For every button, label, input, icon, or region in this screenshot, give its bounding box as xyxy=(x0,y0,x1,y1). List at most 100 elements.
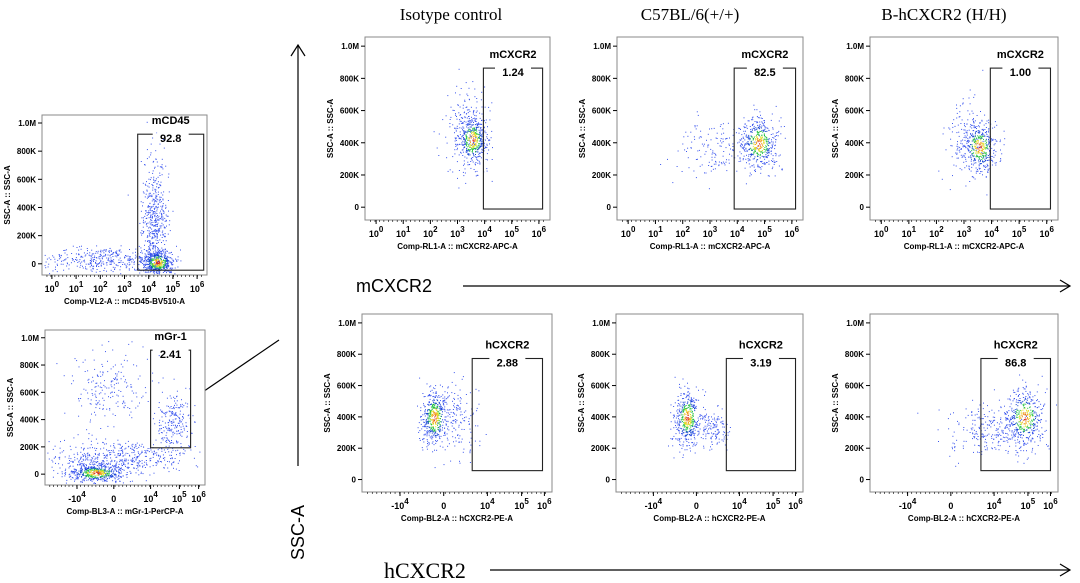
event-dot xyxy=(758,125,760,127)
event-dot xyxy=(471,148,472,150)
event-dot xyxy=(722,155,724,157)
event-dot xyxy=(86,470,88,471)
event-dot xyxy=(110,384,112,386)
event-dot xyxy=(779,154,781,156)
event-dot xyxy=(99,467,100,469)
event-dot xyxy=(738,132,740,134)
event-dot xyxy=(480,130,482,132)
event-dot xyxy=(774,144,776,146)
event-dot xyxy=(100,382,102,384)
event-dot xyxy=(117,454,119,456)
x-tick-label: 102 xyxy=(93,280,108,294)
event-dot xyxy=(164,254,166,256)
event-dot xyxy=(157,449,159,451)
event-dot xyxy=(145,256,147,258)
event-dot xyxy=(94,476,96,478)
event-dot xyxy=(106,471,108,473)
event-dot xyxy=(159,175,161,176)
event-dot xyxy=(103,270,105,271)
event-dot xyxy=(144,196,146,198)
gate-label-bg xyxy=(152,349,189,354)
event-dot xyxy=(157,265,159,267)
event-dot xyxy=(155,220,157,222)
event-dot xyxy=(101,475,103,477)
event-dot xyxy=(969,145,971,147)
event-dot xyxy=(84,459,86,461)
event-dot xyxy=(768,148,770,150)
event-dot xyxy=(169,410,171,412)
event-dot xyxy=(975,170,977,172)
event-dot xyxy=(753,148,755,150)
event-dot xyxy=(169,442,171,444)
event-dot xyxy=(754,109,756,111)
event-dot xyxy=(756,143,758,145)
event-dot xyxy=(148,171,150,173)
event-dot xyxy=(93,261,94,262)
event-dot xyxy=(122,475,124,477)
event-dot xyxy=(456,85,458,87)
event-dot xyxy=(97,385,99,387)
event-dot xyxy=(112,256,114,257)
event-dot xyxy=(161,222,163,224)
event-dot xyxy=(167,261,169,263)
event-dot xyxy=(153,201,155,203)
event-dot xyxy=(993,144,995,146)
event-dot xyxy=(99,465,101,466)
event-dot xyxy=(473,169,475,170)
event-dot xyxy=(770,151,772,152)
event-dot xyxy=(102,256,104,258)
event-dot xyxy=(149,267,151,269)
event-dot xyxy=(983,166,985,168)
event-dot xyxy=(155,258,157,260)
event-dot xyxy=(116,461,118,463)
event-dot xyxy=(148,186,150,188)
event-dot xyxy=(74,479,76,481)
event-dot xyxy=(112,349,114,351)
event-dot xyxy=(92,394,94,396)
event-dot xyxy=(97,252,99,254)
event-dot xyxy=(178,470,180,471)
event-dot xyxy=(107,470,109,472)
event-dot xyxy=(185,387,187,389)
event-dot xyxy=(106,463,108,464)
event-dot xyxy=(472,129,474,131)
event-dot xyxy=(473,122,474,123)
event-dot xyxy=(765,150,767,152)
event-dot xyxy=(486,134,488,135)
event-dot xyxy=(153,268,154,270)
event-dot xyxy=(475,151,476,153)
event-dot xyxy=(103,263,105,265)
x-axis-label: Comp-BL3-A :: mGr-1-PerCP-A xyxy=(66,507,183,516)
event-dot xyxy=(452,109,454,111)
event-dot xyxy=(971,166,973,168)
event-dot xyxy=(171,440,172,441)
event-dot xyxy=(964,126,966,128)
event-dot xyxy=(767,138,769,140)
event-dot xyxy=(174,273,176,275)
event-dot xyxy=(177,462,179,464)
event-dot xyxy=(160,409,162,411)
event-dot xyxy=(172,210,174,212)
event-dot xyxy=(146,264,148,266)
event-dot xyxy=(469,147,471,148)
event-dot xyxy=(489,119,491,121)
event-dot xyxy=(160,262,162,264)
event-dot xyxy=(760,168,762,170)
event-dot xyxy=(147,256,149,258)
event-dot xyxy=(82,465,84,467)
event-dot xyxy=(472,146,474,148)
event-dot xyxy=(64,439,65,441)
event-dot xyxy=(469,144,471,146)
event-dot xyxy=(456,161,458,163)
event-dot xyxy=(488,149,490,151)
event-dot xyxy=(462,126,464,128)
event-dot xyxy=(142,260,144,262)
event-dot xyxy=(985,139,987,141)
event-dot xyxy=(100,251,102,253)
event-dot xyxy=(74,459,76,461)
event-dot xyxy=(141,252,143,254)
event-dot xyxy=(975,172,977,174)
event-dot xyxy=(106,457,108,459)
event-dot xyxy=(715,163,717,165)
event-dot xyxy=(146,212,148,214)
